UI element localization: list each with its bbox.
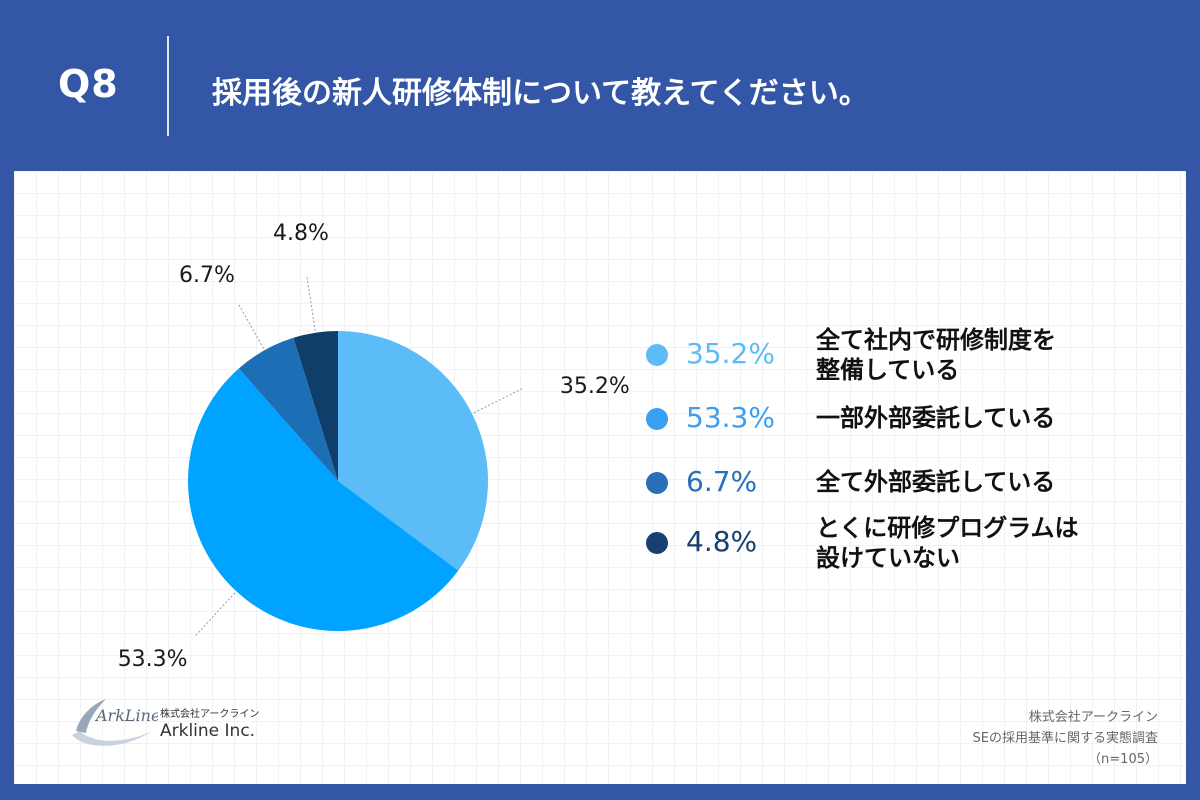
leader-line-1 — [473, 387, 525, 414]
legend-label-line: 整備している — [816, 356, 960, 384]
source-note: 株式会社アークライン SEの採用基準に関する実態調査 （n=105） — [973, 707, 1158, 770]
question-number: Q8 — [58, 62, 119, 106]
leader-line-3 — [238, 304, 264, 349]
pie-chart — [188, 277, 525, 636]
legend-label-2: 一部外部委託している — [816, 403, 1156, 433]
pie-slice-3 — [238, 337, 338, 481]
slice-value-label-4: 4.8% — [273, 221, 329, 247]
legend-label-line: 一部外部委託している — [816, 404, 1056, 432]
leader-line-4 — [306, 277, 316, 331]
legend-label-line: 全て外部委託している — [816, 468, 1056, 496]
legend-label-4: とくに研修プログラムは 設けていない — [816, 513, 1156, 573]
slice-value-label-3: 6.7% — [179, 262, 235, 288]
legend-label-line: 設けていない — [816, 544, 960, 572]
legend-label-line: 全て社内で研修制度を — [816, 326, 1056, 354]
pie-slice-2 — [188, 368, 459, 631]
legend-value-3: 6.7% — [686, 465, 758, 498]
slice-value-label-1: 35.2% — [559, 373, 630, 399]
header: Q8 採用後の新人研修体制について教えてください。 — [0, 0, 1200, 170]
legend-label-3: 全て外部委託している — [816, 467, 1156, 497]
slice-value-label-2: 53.3% — [117, 647, 188, 673]
header-divider — [167, 36, 169, 136]
logo-company-jp: 株式会社アークライン — [160, 709, 260, 720]
leader-line-2 — [195, 592, 236, 636]
source-company: 株式会社アークライン — [1028, 710, 1158, 725]
legend-value-1: 35.2% — [686, 337, 775, 370]
question-text: 採用後の新人研修体制について教えてください。 — [212, 76, 869, 111]
chart-panel: 35.2% 53.3% 6.7% 4.8% 35.2% 全て社内で研修制度を 整備している… — [14, 171, 1186, 784]
legend-swatch-1 — [646, 344, 668, 366]
legend-value-2: 53.3% — [686, 401, 775, 434]
company-logo: ArkLine 株式会社アークライン Arkline Inc. — [66, 691, 296, 761]
ark-swoosh-icon: ArkLine — [72, 699, 158, 746]
pie-slice-4 — [293, 331, 338, 481]
pie-slice-1 — [338, 331, 489, 571]
legend-swatch-4 — [646, 532, 668, 554]
legend-label-line: とくに研修プログラムは — [816, 514, 1079, 542]
source-survey: SEの採用基準に関する実態調査 — [972, 731, 1158, 746]
logo-mark-text: ArkLine — [94, 706, 158, 725]
source-sample: （n=105） — [1088, 752, 1158, 767]
legend-label-1: 全て社内で研修制度を 整備している — [816, 325, 1156, 385]
legend-swatch-3 — [646, 472, 668, 494]
legend-swatch-2 — [646, 408, 668, 430]
legend-value-4: 4.8% — [686, 525, 758, 558]
logo-company-en: Arkline Inc. — [160, 721, 256, 741]
